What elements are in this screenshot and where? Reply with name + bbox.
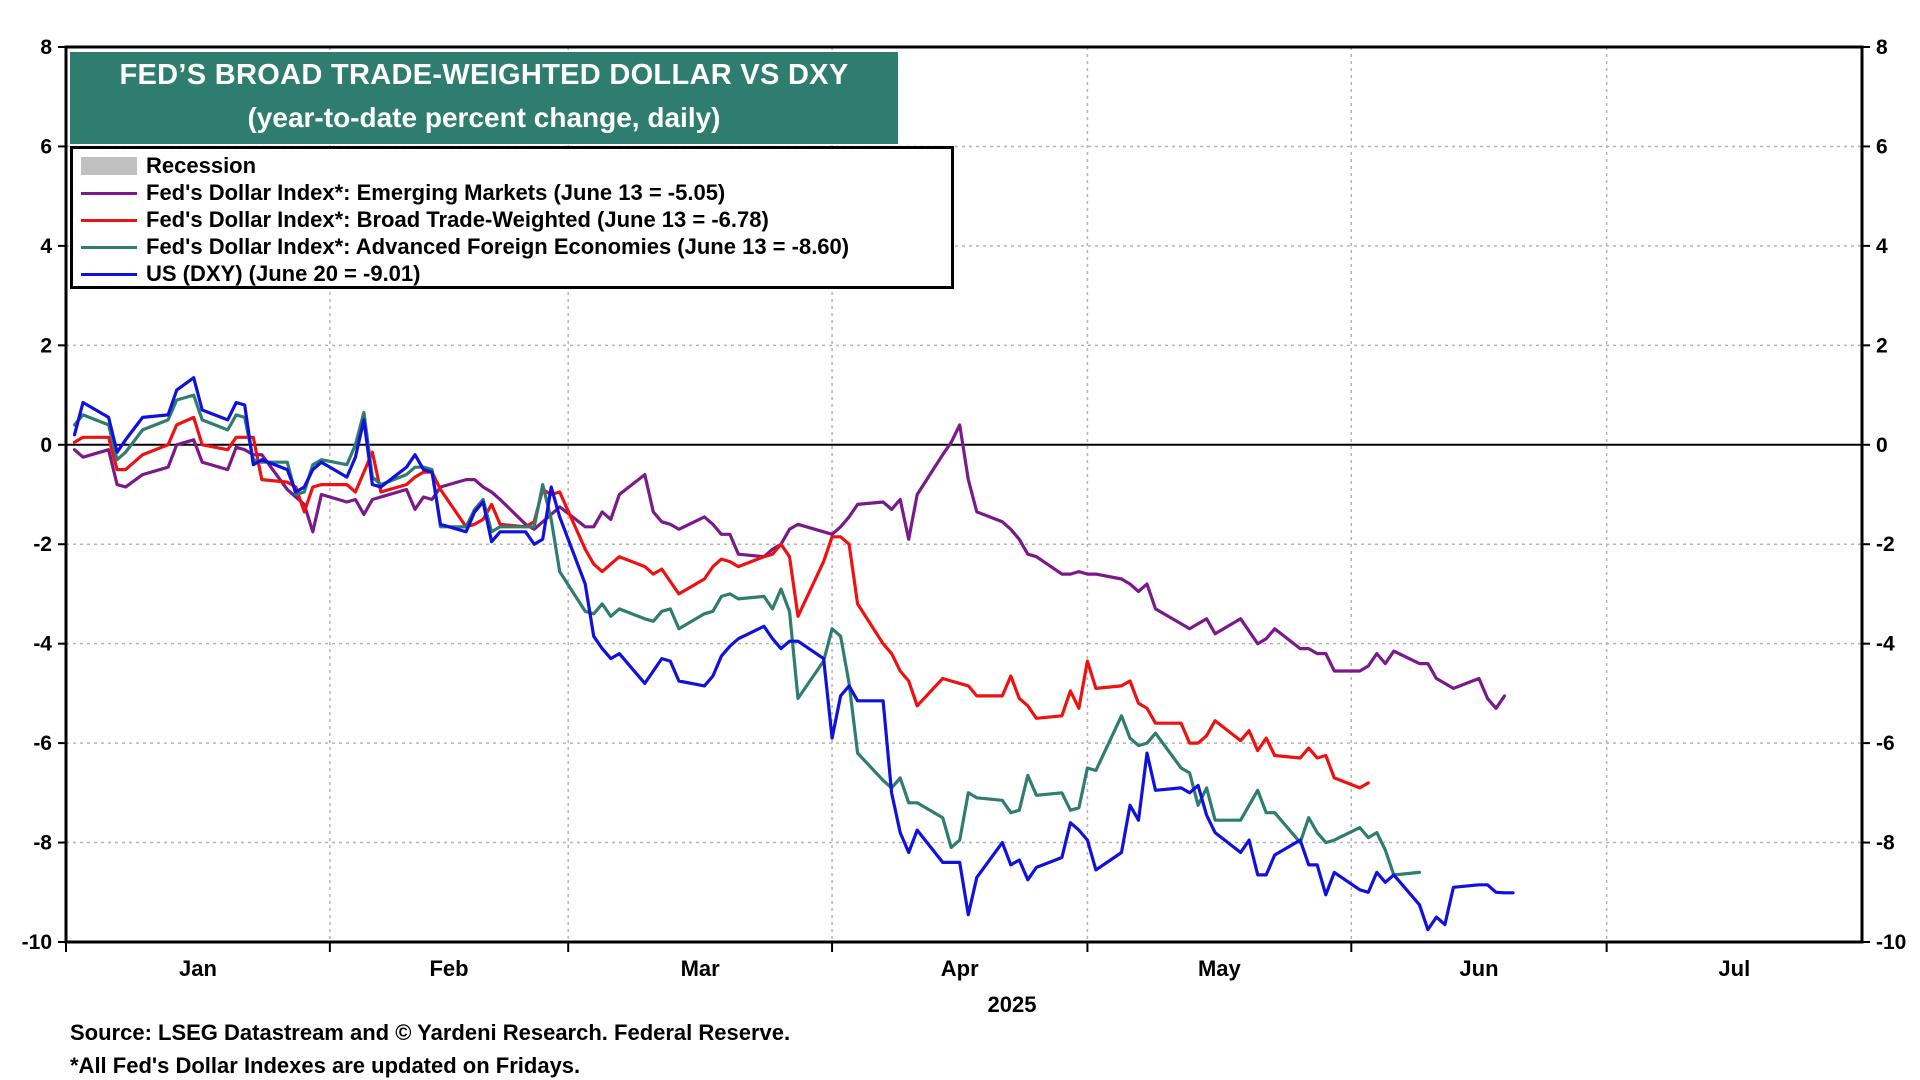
legend-item-dxy: US (DXY) (June 20 = -9.01) [81, 261, 420, 287]
y-tick-label-right: -10 [1876, 931, 1906, 954]
y-tick-label-left: -4 [33, 633, 52, 656]
y-tick-label-right: 8 [1876, 36, 1888, 59]
x-month-label: Mar [681, 956, 721, 981]
y-tick-label-left: 6 [40, 135, 52, 158]
legend-item-emerging-markets: Fed's Dollar Index*: Emerging Markets (J… [81, 180, 725, 206]
y-tick-label-left: 2 [40, 334, 52, 357]
y-tick-label-right: 0 [1876, 434, 1888, 457]
y-tick-label-left: -2 [33, 533, 52, 556]
legend-item-recession: Recession [81, 153, 256, 179]
y-tick-label-right: 6 [1876, 135, 1888, 158]
legend-swatch-broad-trade-weighted [81, 218, 137, 222]
x-axis-month-labels: Jan Feb Mar Apr May Jun Jul [179, 956, 1750, 981]
x-month-label: Feb [429, 956, 468, 981]
x-month-label: Jun [1459, 956, 1498, 981]
legend-swatch-dxy [81, 272, 137, 276]
y-tick-label-left: 8 [40, 36, 52, 59]
y-tick-label-right: 4 [1876, 235, 1888, 258]
series-line-2 [72, 393, 1422, 877]
footer-source: Source: LSEG Datastream and © Yardeni Re… [70, 1020, 791, 1045]
chart-title-box: FED’S BROAD TRADE-WEIGHTED DOLLAR VS DXY… [70, 52, 898, 144]
y-tick-label-left: 4 [40, 235, 52, 258]
y-tick-label-right: -4 [1876, 633, 1895, 656]
y-tick-label-left: -8 [33, 832, 52, 855]
plot-frame [64, 45, 1864, 944]
legend-item-advanced-foreign-economies: Fed's Dollar Index*: Advanced Foreign Ec… [81, 234, 849, 260]
series-lines [72, 376, 1515, 932]
chart-subtitle: (year-to-date percent change, daily) [247, 102, 721, 133]
x-axis-ticks [65, 942, 1608, 952]
chart-title: FED’S BROAD TRADE-WEIGHTED DOLLAR VS DXY [119, 59, 849, 91]
legend-label: US (DXY) (June 20 = -9.01) [146, 261, 421, 286]
legend-label: Recession [146, 153, 257, 178]
y-tick-label-left: -6 [33, 732, 52, 755]
legend-swatch-emerging-markets [81, 191, 137, 195]
x-month-label: May [1198, 956, 1242, 981]
legend-label: Fed's Dollar Index*: Broad Trade-Weighte… [146, 207, 769, 232]
y-tick-label-right: 2 [1876, 334, 1888, 357]
y-tick-label-left: -10 [22, 931, 52, 954]
x-axis-year-label: 2025 [988, 992, 1037, 1017]
y-tick-label-right: -6 [1876, 732, 1895, 755]
footer-note: *All Fed's Dollar Indexes are updated on… [70, 1053, 581, 1078]
y-axis-left-labels: -10 -8 -6 -4 -2 0 2 4 6 8 [22, 36, 66, 954]
series-line-1 [72, 415, 1370, 790]
series-line-3 [72, 376, 1515, 932]
series-line-0 [72, 423, 1507, 710]
x-month-label: Apr [941, 956, 979, 981]
legend: Recession Fed's Dollar Index*: Emerging … [70, 146, 954, 289]
x-month-label: Jul [1718, 956, 1750, 981]
legend-label: Fed's Dollar Index*: Advanced Foreign Ec… [146, 234, 850, 259]
legend-label: Fed's Dollar Index*: Emerging Markets (J… [146, 180, 726, 205]
y-tick-label-right: -8 [1876, 832, 1895, 855]
legend-item-broad-trade-weighted: Fed's Dollar Index*: Broad Trade-Weighte… [81, 207, 769, 233]
x-month-label: Jan [179, 956, 217, 981]
legend-swatch-advanced-foreign-economies [81, 245, 137, 249]
legend-swatch-recession [81, 157, 137, 175]
y-axis-right-labels: -10 -8 -6 -4 -2 0 2 4 6 8 [1862, 36, 1906, 954]
y-tick-label-right: -2 [1876, 533, 1895, 556]
y-tick-label-left: 0 [40, 434, 52, 457]
